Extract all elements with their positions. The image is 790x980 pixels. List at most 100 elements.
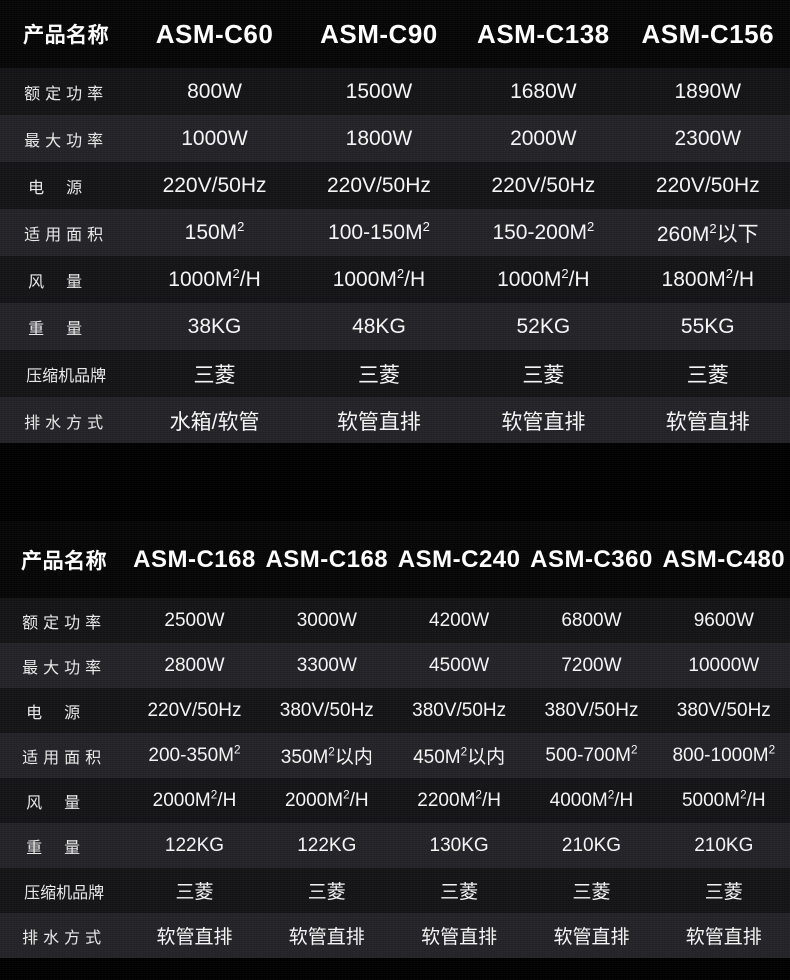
- table-row: 风量 1000M2/H 1000M2/H 1000M2/H 1800M2/H: [0, 256, 790, 303]
- cell-value: 450M2以内: [392, 733, 526, 778]
- cell-value: 380V/50Hz: [525, 688, 658, 733]
- cell-value: 5000M2/H: [657, 778, 790, 823]
- cell-value: 3300W: [260, 643, 393, 688]
- row-label: 压缩机品牌: [0, 868, 129, 913]
- cell-value: 1800W: [296, 115, 462, 162]
- cell-value: 软管直排: [296, 397, 462, 444]
- cell-value: 2500W: [128, 598, 261, 643]
- table2-body: 额定功率 2500W 3000W 4200W 6800W 9600W 最大功率 2800W 33…: [0, 598, 790, 958]
- row-label: 电源: [0, 162, 133, 209]
- table-row: 适用面积 150M2 100-150M2 150-200M2 260M2以下: [0, 209, 790, 256]
- cell-value: 210KG: [525, 823, 658, 868]
- cell-value: 7200W: [525, 643, 658, 688]
- table2-header-row: 产品名称 ASM-C168 ASM-C168 ASM-C240 ASM-C360…: [0, 521, 790, 598]
- cell-value: 三菱: [296, 350, 462, 397]
- cell-value: 100-150M2: [296, 209, 462, 256]
- table2-header-model-3: ASM-C240: [397, 545, 521, 573]
- cell-value: 260M2以下: [625, 209, 790, 256]
- table-gap-band: [0, 443, 790, 521]
- cell-value: 2800W: [128, 643, 261, 688]
- cell-value: 2000M2/H: [260, 778, 393, 823]
- cell-value: 122KG: [260, 823, 393, 868]
- cell-value: 三菱: [525, 868, 658, 913]
- table2-header-label: 产品名称: [21, 549, 108, 573]
- table-row: 额定功率 2500W 3000W 4200W 6800W 9600W: [0, 598, 790, 643]
- table1-header-model-1: ASM-C60: [155, 18, 274, 49]
- table1-header-model-3: ASM-C138: [477, 18, 610, 49]
- cell-value: 三菱: [657, 868, 790, 913]
- cell-value: 2200M2/H: [392, 778, 526, 823]
- cell-value: 4500W: [392, 643, 526, 688]
- row-label: 适用面积: [0, 733, 129, 778]
- table2-header-model-1: ASM-C168: [133, 545, 256, 573]
- cell-value: 4000M2/H: [525, 778, 658, 823]
- cell-value: 2000W: [461, 115, 626, 162]
- cell-value: 1800M2/H: [625, 256, 790, 303]
- cell-value: 1000M2/H: [132, 256, 297, 303]
- row-label: 适用面积: [0, 209, 133, 256]
- cell-value: 800W: [132, 68, 297, 115]
- cell-value: 4200W: [392, 598, 526, 643]
- row-label: 压缩机品牌: [0, 350, 133, 397]
- table-row: 最大功率 1000W 1800W 2000W 2300W: [0, 115, 790, 162]
- cell-value: 1500W: [296, 68, 462, 115]
- cell-value: 三菱: [132, 350, 297, 397]
- table1-header-label: 产品名称: [23, 24, 110, 47]
- cell-value: 3000W: [260, 598, 393, 643]
- row-label: 重量: [0, 823, 129, 868]
- cell-value: 220V/50Hz: [296, 162, 462, 209]
- cell-value: 1000W: [132, 115, 297, 162]
- cell-value: 软管直排: [392, 913, 526, 958]
- table-row: 压缩机品牌 三菱 三菱 三菱 三菱: [0, 350, 790, 397]
- table1-header-row: 产品名称 ASM-C60 ASM-C90 ASM-C138 ASM-C156: [0, 0, 790, 68]
- table-row: 排水方式 水箱/软管 软管直排 软管直排 软管直排: [0, 397, 790, 444]
- table-row: 电源 220V/50Hz 220V/50Hz 220V/50Hz 220V/50Hz: [0, 162, 790, 209]
- cell-value: 软管直排: [625, 397, 790, 444]
- table-row: 压缩机品牌 三菱 三菱 三菱 三菱 三菱: [0, 868, 790, 913]
- cell-value: 380V/50Hz: [392, 688, 526, 733]
- cell-value: 220V/50Hz: [128, 688, 261, 733]
- cell-value: 122KG: [128, 823, 261, 868]
- table1-header-model-2: ASM-C90: [320, 18, 438, 49]
- table-row: 重量 122KG 122KG 130KG 210KG 210KG: [0, 823, 790, 868]
- cell-value: 52KG: [461, 303, 626, 350]
- spec-table-2: 产品名称 ASM-C168 ASM-C168 ASM-C240 ASM-C360…: [0, 521, 790, 958]
- cell-value: 130KG: [392, 823, 526, 868]
- cell-value: 三菱: [625, 350, 790, 397]
- table-row: 重量 38KG 48KG 52KG 55KG: [0, 303, 790, 350]
- cell-value: 380V/50Hz: [657, 688, 790, 733]
- cell-value: 1000M2/H: [296, 256, 462, 303]
- cell-value: 软管直排: [657, 913, 790, 958]
- cell-value: 1680W: [461, 68, 626, 115]
- cell-value: 48KG: [296, 303, 462, 350]
- cell-value: 1890W: [625, 68, 790, 115]
- cell-value: 软管直排: [525, 913, 658, 958]
- cell-value: 150M2: [132, 209, 297, 256]
- table2-header-model-5: ASM-C480: [662, 545, 786, 573]
- table2-header-model-4: ASM-C360: [530, 545, 653, 573]
- cell-value: 380V/50Hz: [260, 688, 393, 733]
- row-label: 排水方式: [0, 397, 133, 444]
- spec-table-1: 产品名称 ASM-C60 ASM-C90 ASM-C138 ASM-C156 额…: [0, 0, 790, 444]
- row-label: 电源: [0, 688, 129, 733]
- cell-value: 软管直排: [260, 913, 393, 958]
- table1-header-model-4: ASM-C156: [641, 18, 775, 49]
- table-row: 电源 220V/50Hz 380V/50Hz 380V/50Hz 380V/50Hz 38…: [0, 688, 790, 733]
- cell-value: 三菱: [260, 868, 393, 913]
- table-row: 风量 2000M2/H 2000M2/H 2200M2/H 4000M2/H 5000M2…: [0, 778, 790, 823]
- row-label: 重量: [0, 303, 133, 350]
- table1-body: 额定功率 800W 1500W 1680W 1890W 最大功率 1000W 1800W 200…: [0, 68, 790, 444]
- cell-value: 三菱: [128, 868, 261, 913]
- cell-value: 800-1000M2: [657, 733, 790, 778]
- cell-value: 150-200M2: [461, 209, 626, 256]
- row-label: 额定功率: [0, 598, 129, 643]
- cell-value: 三菱: [392, 868, 526, 913]
- cell-value: 220V/50Hz: [461, 162, 626, 209]
- row-label: 风量: [0, 256, 133, 303]
- cell-value: 1000M2/H: [461, 256, 626, 303]
- cell-value: 500-700M2: [525, 733, 658, 778]
- cell-value: 220V/50Hz: [132, 162, 297, 209]
- cell-value: 三菱: [461, 350, 626, 397]
- row-label: 最大功率: [0, 115, 133, 162]
- table2-header-model-2: ASM-C168: [265, 545, 389, 573]
